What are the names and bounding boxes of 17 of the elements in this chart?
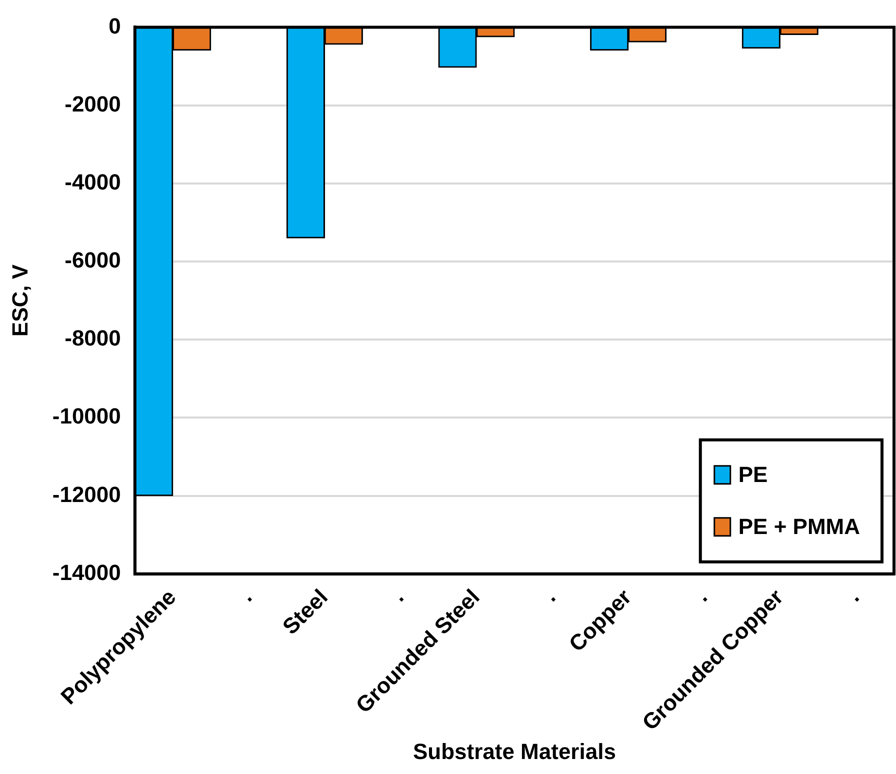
y-tick-label: -10000 — [52, 404, 121, 429]
y-tick-label: 0 — [108, 13, 121, 38]
legend-label: PE + PMMA — [738, 514, 860, 539]
legend-label: PE — [738, 462, 768, 487]
y-tick-label: -14000 — [52, 560, 121, 585]
x-tick-label: . — [538, 584, 560, 606]
x-tick-label: . — [386, 584, 408, 606]
x-tick-label: . — [234, 584, 257, 606]
y-tick-label: -2000 — [64, 91, 121, 116]
y-tick-label: -6000 — [64, 248, 121, 273]
y-tick-label: -4000 — [64, 169, 121, 194]
y-axis-title: ESC, V — [7, 264, 32, 337]
y-tick-label: -8000 — [64, 326, 121, 351]
x-tick-label: . — [842, 584, 864, 606]
y-tick-label: -12000 — [52, 482, 121, 507]
x-tick-label: . — [690, 584, 712, 606]
x-axis-title: Substrate Materials — [412, 738, 616, 764]
